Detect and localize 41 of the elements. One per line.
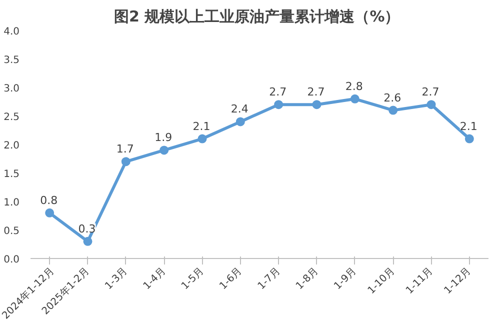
y-tick-label: 2.0 [4,140,20,152]
data-label: 0.3 [78,222,96,236]
y-tick-label: 3.0 [4,84,20,94]
y-tick-label: 1.5 [4,169,20,180]
point [464,134,474,144]
point [45,208,54,218]
x-tick-label: 1-4月 [142,266,168,292]
y-tick-label: 3.5 [4,55,20,66]
point [274,100,284,110]
y-tick-label: 2.5 [4,112,20,123]
data-label: 2.7 [422,86,440,99]
y-tick-label: 0.0 [4,254,20,266]
point [198,134,207,144]
data-label: 2.7 [307,86,325,99]
data-label: 2.1 [460,120,478,133]
data-label: 1.9 [154,131,172,144]
data-label: 0.8 [40,194,58,207]
data-label: 2.8 [345,80,363,93]
data-label: 2.1 [192,120,210,133]
x-tick-label: 1-5月 [180,266,206,292]
data-label: 2.7 [269,86,287,99]
data-label: 2.6 [384,91,402,104]
y-tick-label: 0.5 [4,226,20,237]
point [388,106,398,115]
point [83,236,92,246]
point [426,100,436,110]
y-tick-label: 4.0 [4,26,20,38]
x-tick-label: 1-9月 [332,266,359,292]
x-tick-label: 1-8月 [294,266,321,292]
point [160,146,169,155]
x-tick-label: 1-7月 [256,266,282,292]
point [350,94,360,104]
data-label: 1.7 [116,142,134,156]
point [312,100,322,110]
chart-title: 图2 规模以上工业原油产量累计增速（%） [114,8,400,26]
point [236,117,245,126]
x-tick-label: 1-3月 [103,266,130,292]
data-label: 2.4 [230,102,248,116]
y-tick-label: 1.0 [4,198,20,208]
point [121,157,130,166]
x-tick-label: 1-6月 [218,266,244,292]
